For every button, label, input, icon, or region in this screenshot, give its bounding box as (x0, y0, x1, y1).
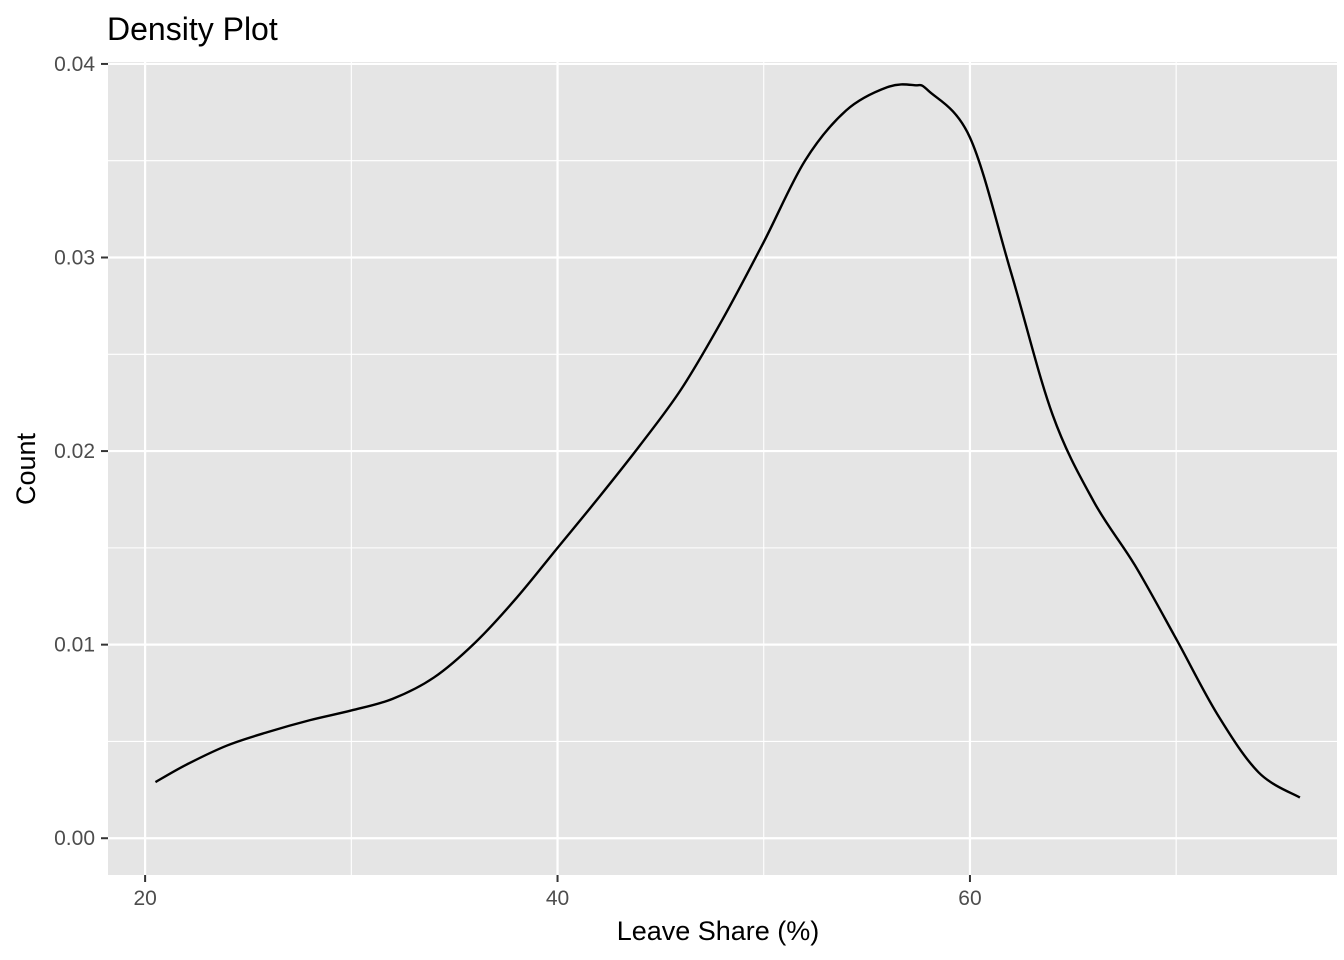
x-axis-ticks: 20 40 60 (133, 875, 982, 910)
y-axis-title: Count (11, 432, 41, 505)
x-tick-label: 60 (958, 887, 981, 910)
y-tick-label: 0.03 (54, 247, 95, 270)
y-tick-label: 0.00 (54, 827, 95, 850)
x-tick-label: 20 (133, 887, 156, 910)
minor-gridlines (108, 62, 1337, 875)
major-gridlines (108, 62, 1337, 875)
plot-panel (108, 62, 1337, 875)
x-axis-title: Leave Share (%) (617, 916, 820, 946)
y-tick-label: 0.02 (54, 440, 95, 463)
density-curve (154, 83, 1301, 799)
x-tick-label: 40 (546, 887, 569, 910)
y-tick-label: 0.04 (54, 53, 95, 76)
y-axis-ticks: 0.00 0.01 0.02 0.03 0.04 (54, 53, 108, 850)
chart-title: Density Plot (107, 11, 278, 47)
y-tick-label: 0.01 (54, 634, 95, 657)
